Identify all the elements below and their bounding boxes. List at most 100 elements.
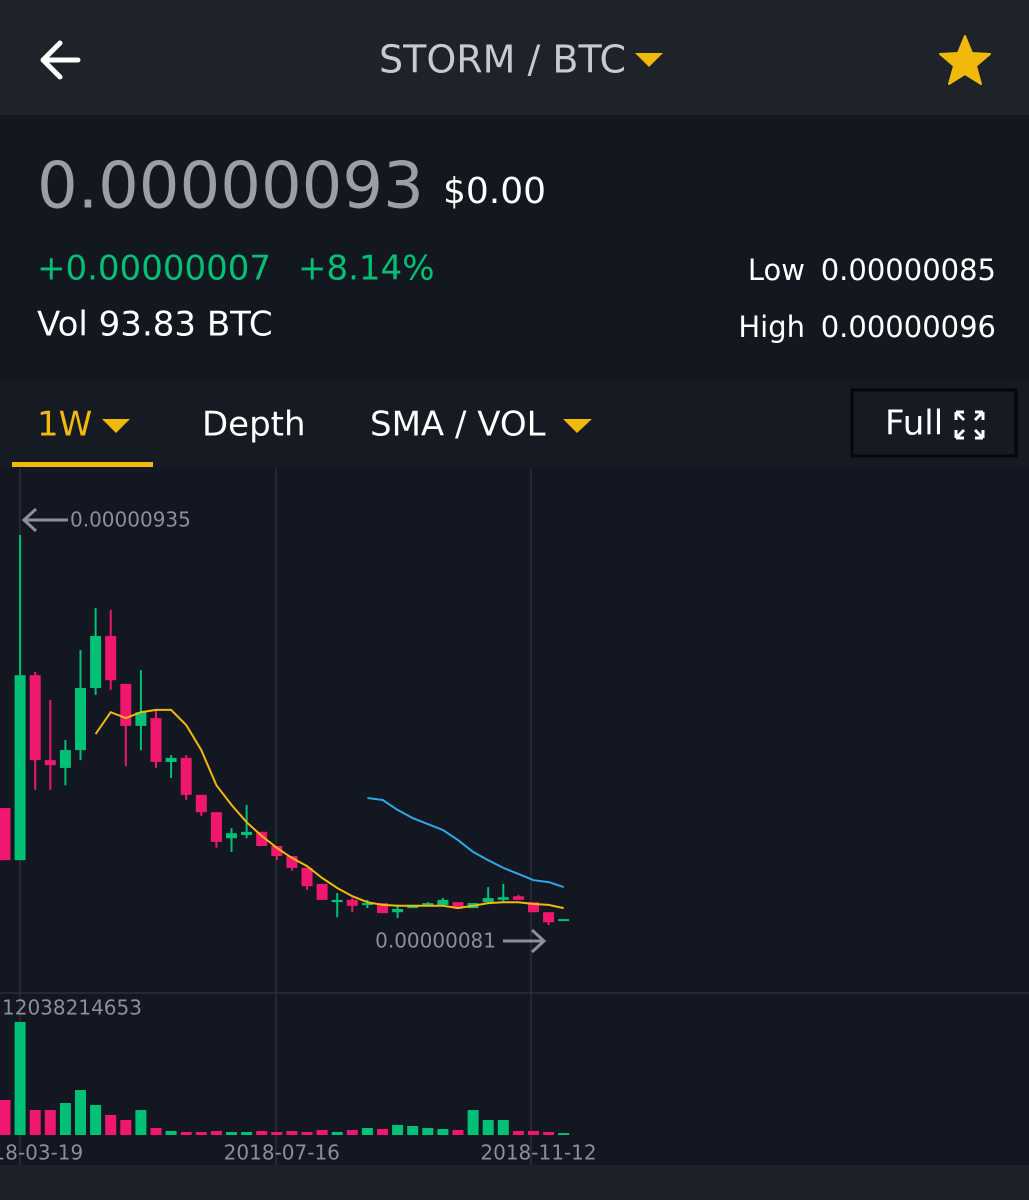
full-button[interactable] — [850, 388, 1018, 458]
candle-body — [316, 883, 328, 900]
volume-bar — [165, 1130, 177, 1135]
volume-bar — [543, 1131, 555, 1135]
volume-bar — [407, 1125, 419, 1135]
depth-tab[interactable]: Depth — [202, 405, 306, 445]
volume-bar — [14, 1022, 26, 1135]
last-price: 0.00000093 — [37, 150, 424, 224]
max-price-arrow — [21, 507, 68, 533]
candle-body — [377, 903, 388, 914]
volume-bar — [135, 1110, 147, 1135]
candle-body — [59, 750, 71, 768]
fullscreen-icon[interactable] — [954, 410, 985, 440]
max-price-label: 0.00000935 — [70, 508, 191, 532]
ticker-panel — [0, 115, 1029, 378]
usd-price: $0.00 — [443, 171, 546, 212]
volume-bar — [497, 1119, 509, 1135]
candle-body — [528, 902, 539, 913]
candle-body — [452, 902, 464, 908]
candle-body — [497, 897, 509, 900]
candle-body — [301, 867, 313, 887]
volume-bar — [44, 1110, 56, 1135]
indicators-tab[interactable]: SMA / VOL — [370, 405, 546, 445]
interval-tab[interactable]: 1W — [37, 405, 92, 445]
high-value: 0.00000096 — [821, 310, 996, 344]
candle-body — [271, 845, 283, 857]
sma-line — [367, 797, 565, 889]
min-price-arrow — [503, 928, 547, 954]
volume-bar — [482, 1119, 494, 1135]
candle-body — [210, 812, 222, 842]
favorite-star[interactable] — [939, 35, 991, 85]
volume-bar — [241, 1131, 253, 1135]
volume-bar — [361, 1127, 373, 1135]
pair-dropdown-icon[interactable] — [635, 53, 663, 67]
candle-body — [150, 718, 162, 762]
plot: 2018-03-19 2018-07-16 2018-11-12 — [0, 535, 597, 1165]
candle-body — [135, 712, 147, 726]
volume-bar — [271, 1131, 283, 1135]
candle-body — [241, 831, 253, 836]
volume-bar — [105, 1115, 117, 1135]
volume-bar — [301, 1131, 313, 1135]
volume-24h: Vol 93.83 BTC — [37, 305, 273, 345]
candle-body — [29, 675, 41, 761]
chart-panel — [0, 468, 1029, 1165]
volume-bar — [256, 1130, 268, 1135]
candle-body — [286, 856, 298, 868]
volume-bar — [226, 1131, 237, 1135]
volume-bar — [437, 1128, 449, 1135]
volume-bar — [59, 1102, 71, 1135]
volume-bar — [512, 1130, 524, 1135]
volume-bar — [29, 1110, 41, 1135]
x-tick-label: 2018-03-19 — [0, 1141, 83, 1165]
volume-bar — [75, 1090, 86, 1135]
volume-bar — [377, 1128, 388, 1135]
low-value: 0.00000085 — [821, 253, 996, 287]
volume-bar — [150, 1127, 162, 1135]
x-tick-label: 2018-07-16 — [224, 1141, 340, 1165]
candle-body — [437, 899, 449, 905]
interval-dropdown-icon[interactable] — [102, 419, 130, 433]
candle-body — [165, 757, 177, 762]
low-label: Low — [748, 253, 805, 287]
candle-body — [14, 675, 26, 861]
candle-body — [226, 833, 237, 839]
volume-bar — [210, 1130, 222, 1135]
candle-body — [331, 899, 343, 903]
volume-bar — [180, 1131, 192, 1135]
volume-bar — [120, 1119, 132, 1135]
min-price-label: 0.00000081 — [375, 929, 496, 953]
sma-line — [94, 708, 564, 910]
volume-bar — [286, 1130, 298, 1135]
candle-body — [361, 903, 373, 906]
indicators-dropdown-icon[interactable] — [563, 419, 592, 433]
top-bar — [0, 0, 1029, 115]
volume-bar — [331, 1131, 343, 1135]
volume-bar — [346, 1130, 358, 1135]
bottom-bar — [0, 1165, 1029, 1200]
volume-bar — [90, 1104, 102, 1135]
price-change-percent: +8.14% — [298, 249, 435, 289]
volume-bar — [452, 1130, 464, 1135]
high-label: High — [738, 310, 805, 344]
volume-bar — [316, 1130, 328, 1135]
volume-bar — [422, 1127, 434, 1135]
candle-body — [482, 898, 494, 903]
candle-body — [75, 687, 86, 751]
price-change: +0.00000007 — [37, 249, 271, 289]
full-button-label[interactable]: Full — [885, 404, 943, 444]
candle-body — [44, 760, 56, 766]
active-tab-underline — [12, 462, 153, 467]
pair-title[interactable]: STORM / BTC — [379, 38, 626, 82]
back-button[interactable] — [40, 40, 81, 80]
volume-bar — [467, 1110, 479, 1135]
volume-bar — [528, 1130, 539, 1135]
candle-body — [558, 919, 570, 922]
candle-body — [256, 831, 268, 846]
candle-body — [512, 896, 524, 900]
candle-body — [195, 794, 207, 813]
x-tick-label: 2018-11-12 — [480, 1141, 596, 1165]
volume-bar — [195, 1131, 207, 1135]
